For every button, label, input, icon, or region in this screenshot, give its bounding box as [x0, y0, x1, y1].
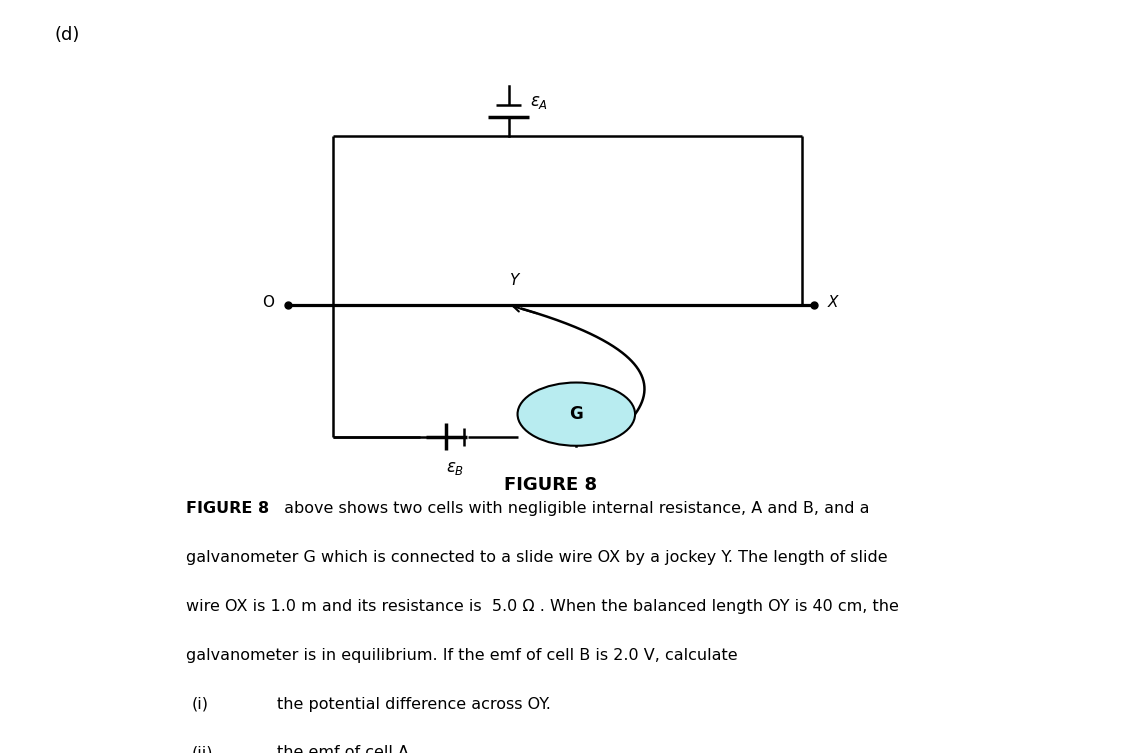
Text: $\varepsilon_B$: $\varepsilon_B$	[446, 459, 464, 477]
Text: X: X	[827, 295, 837, 310]
Text: O: O	[262, 295, 275, 310]
Text: (d): (d)	[54, 26, 79, 44]
Text: G: G	[570, 405, 583, 423]
Text: $\varepsilon_A$: $\varepsilon_A$	[530, 93, 548, 111]
Text: FIGURE 8: FIGURE 8	[504, 476, 597, 494]
Text: galvanometer G which is connected to a slide wire OX by a jockey Y. The length o: galvanometer G which is connected to a s…	[186, 550, 888, 565]
Text: galvanometer is in equilibrium. If the emf of cell B is 2.0 V, calculate: galvanometer is in equilibrium. If the e…	[186, 648, 738, 663]
Text: above shows two cells with negligible internal resistance, A and B, and a: above shows two cells with negligible in…	[279, 501, 870, 516]
Ellipse shape	[518, 383, 635, 446]
Text: FIGURE 8: FIGURE 8	[186, 501, 270, 516]
Text: the potential difference across OY.: the potential difference across OY.	[277, 697, 550, 712]
Text: Y: Y	[510, 273, 519, 288]
Text: (ii): (ii)	[192, 745, 214, 753]
Text: the emf of cell A.: the emf of cell A.	[277, 745, 414, 753]
Text: (i): (i)	[192, 697, 209, 712]
Text: wire OX is 1.0 m and its resistance is  5.0 Ω . When the balanced length OY is 4: wire OX is 1.0 m and its resistance is 5…	[186, 599, 899, 614]
